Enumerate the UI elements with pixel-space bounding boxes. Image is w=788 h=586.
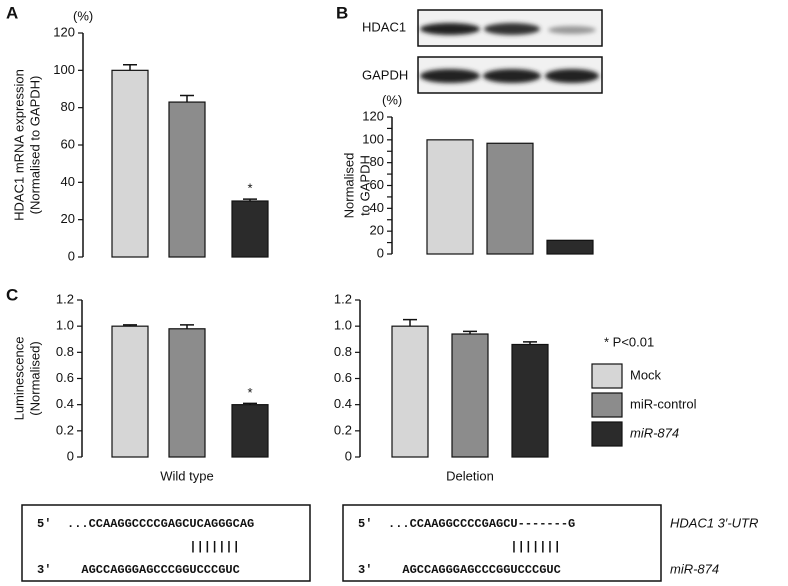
bar — [231, 404, 269, 458]
legend-swatch — [591, 363, 623, 389]
y-tick-label: 0.6 — [56, 370, 74, 385]
y-unit: (%) — [73, 8, 93, 23]
bar — [168, 328, 206, 458]
strand-end: 3′ — [358, 563, 372, 577]
y-axis-label: (Normalised to GAPDH) — [27, 76, 42, 215]
error-bar — [180, 94, 194, 103]
strand-end: 5′ — [358, 517, 372, 531]
y-axis-label: (Normalised) — [27, 341, 42, 415]
legend-label: miR-874 — [630, 425, 679, 440]
y-tick-label: 1.0 — [334, 318, 352, 333]
bar — [546, 239, 594, 255]
x-axis-label: Deletion — [446, 468, 494, 483]
y-tick-label: 0.8 — [334, 344, 352, 359]
error-bar — [523, 341, 537, 345]
y-tick-label: 1.0 — [56, 318, 74, 333]
sequence-box — [21, 504, 311, 582]
y-tick-label: 0.2 — [334, 422, 352, 437]
mir-sequence: AGCCAGGGAGCCCGGUCCCGUC — [402, 563, 560, 577]
strand-end: 3′ — [37, 563, 51, 577]
bar — [426, 139, 474, 255]
strand-end: 5′ — [37, 517, 51, 531]
sequence-box — [342, 504, 662, 582]
base-pairs: ||||||| — [189, 540, 239, 554]
legend-swatch — [591, 421, 623, 447]
error-bar — [243, 198, 257, 201]
y-tick-label: 100 — [362, 131, 384, 146]
legend-label: Mock — [630, 367, 662, 382]
bar — [168, 101, 206, 258]
y-tick-label: 0.6 — [334, 370, 352, 385]
y-tick-label: 0 — [67, 448, 74, 463]
error-bar — [403, 318, 417, 327]
bar — [511, 343, 549, 458]
bar — [111, 69, 149, 258]
y-unit: (%) — [382, 92, 402, 107]
y-tick-label: 0.4 — [56, 396, 74, 411]
bar — [231, 200, 269, 258]
utr-sequence: ...CCAAGGCCCCGAGCUCAGGGCAG — [67, 517, 254, 531]
error-bar — [243, 402, 257, 405]
bar — [391, 325, 429, 458]
error-bar — [180, 324, 194, 329]
utr-label: HDAC1 3′-UTR — [670, 515, 758, 530]
y-tick-label: 0.8 — [56, 344, 74, 359]
y-tick-label: 0 — [377, 245, 384, 260]
y-tick-label: 60 — [61, 136, 75, 151]
bar — [451, 333, 489, 458]
bar — [486, 142, 534, 255]
x-axis-label: Wild type — [160, 468, 213, 483]
error-bar — [123, 63, 137, 71]
legend-swatch — [591, 392, 623, 418]
blot-row-label: HDAC1 — [362, 19, 406, 34]
y-tick-label: 80 — [370, 154, 384, 169]
y-tick-label: 0 — [345, 448, 352, 463]
significance-mark: * — [247, 385, 252, 400]
utr-sequence: ...CCAAGGCCCCGAGCU-------G — [388, 517, 575, 531]
blot-row-label: GAPDH — [362, 67, 408, 82]
y-axis-label: Luminescence — [11, 337, 26, 421]
significance-note: * P<0.01 — [604, 334, 654, 349]
panel-label: A — [6, 3, 18, 22]
panel-label: C — [6, 285, 18, 304]
significance-mark: * — [247, 181, 252, 196]
y-tick-label: 0.4 — [334, 396, 352, 411]
y-tick-label: 120 — [362, 108, 384, 123]
y-tick-label: 120 — [53, 24, 75, 39]
y-tick-label: 80 — [61, 99, 75, 114]
y-tick-label: 100 — [53, 62, 75, 77]
mir-sequence: AGCCAGGGAGCCCGGUCCCGUC — [81, 563, 239, 577]
panel-label: B — [336, 3, 348, 22]
y-axis-label: HDAC1 mRNA expression — [11, 69, 26, 221]
error-bar — [123, 324, 137, 327]
base-pairs: ||||||| — [510, 540, 560, 554]
y-tick-label: 0.2 — [56, 422, 74, 437]
y-tick-label: 40 — [370, 200, 384, 215]
bar — [111, 325, 149, 458]
y-tick-label: 20 — [370, 223, 384, 238]
y-tick-label: 1.2 — [334, 291, 352, 306]
blot-bands — [420, 23, 599, 83]
y-tick-label: 1.2 — [56, 291, 74, 306]
y-tick-label: 60 — [370, 177, 384, 192]
y-tick-label: 40 — [61, 174, 75, 189]
y-axis-label: to GAPDH — [357, 155, 372, 216]
y-axis-label: Normalised — [341, 153, 356, 219]
mir-label: miR-874 — [670, 561, 719, 576]
error-bar — [463, 330, 477, 335]
y-tick-label: 0 — [68, 248, 75, 263]
y-tick-label: 20 — [61, 211, 75, 226]
legend-label: miR-control — [630, 396, 697, 411]
